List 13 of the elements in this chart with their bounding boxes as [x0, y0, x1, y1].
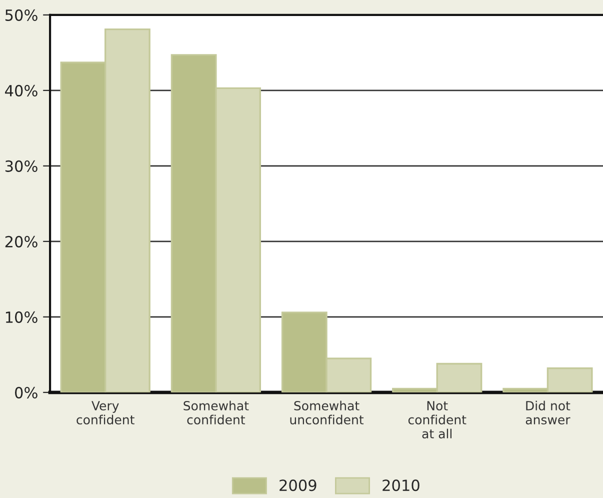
- y-tick-label: 20%: [5, 236, 38, 248]
- y-tick-label: 50%: [5, 9, 38, 21]
- x-tick-label: Not confident at all: [408, 401, 466, 438]
- x-tick-label: Very confident: [76, 401, 134, 424]
- x-tick-label: Somewhat unconfident: [290, 400, 364, 424]
- legend-label: 2009: [280, 480, 316, 492]
- y-tick-label: 10%: [6, 311, 38, 323]
- legend-label: 2010: [382, 480, 420, 492]
- y-tick-label: 30%: [5, 160, 38, 172]
- x-tick-label: Did not answer: [526, 400, 570, 424]
- y-tick-label: 0%: [15, 386, 38, 398]
- y-tick-label: 40%: [5, 84, 38, 96]
- x-tick-label: Somewhat confident: [184, 400, 249, 424]
